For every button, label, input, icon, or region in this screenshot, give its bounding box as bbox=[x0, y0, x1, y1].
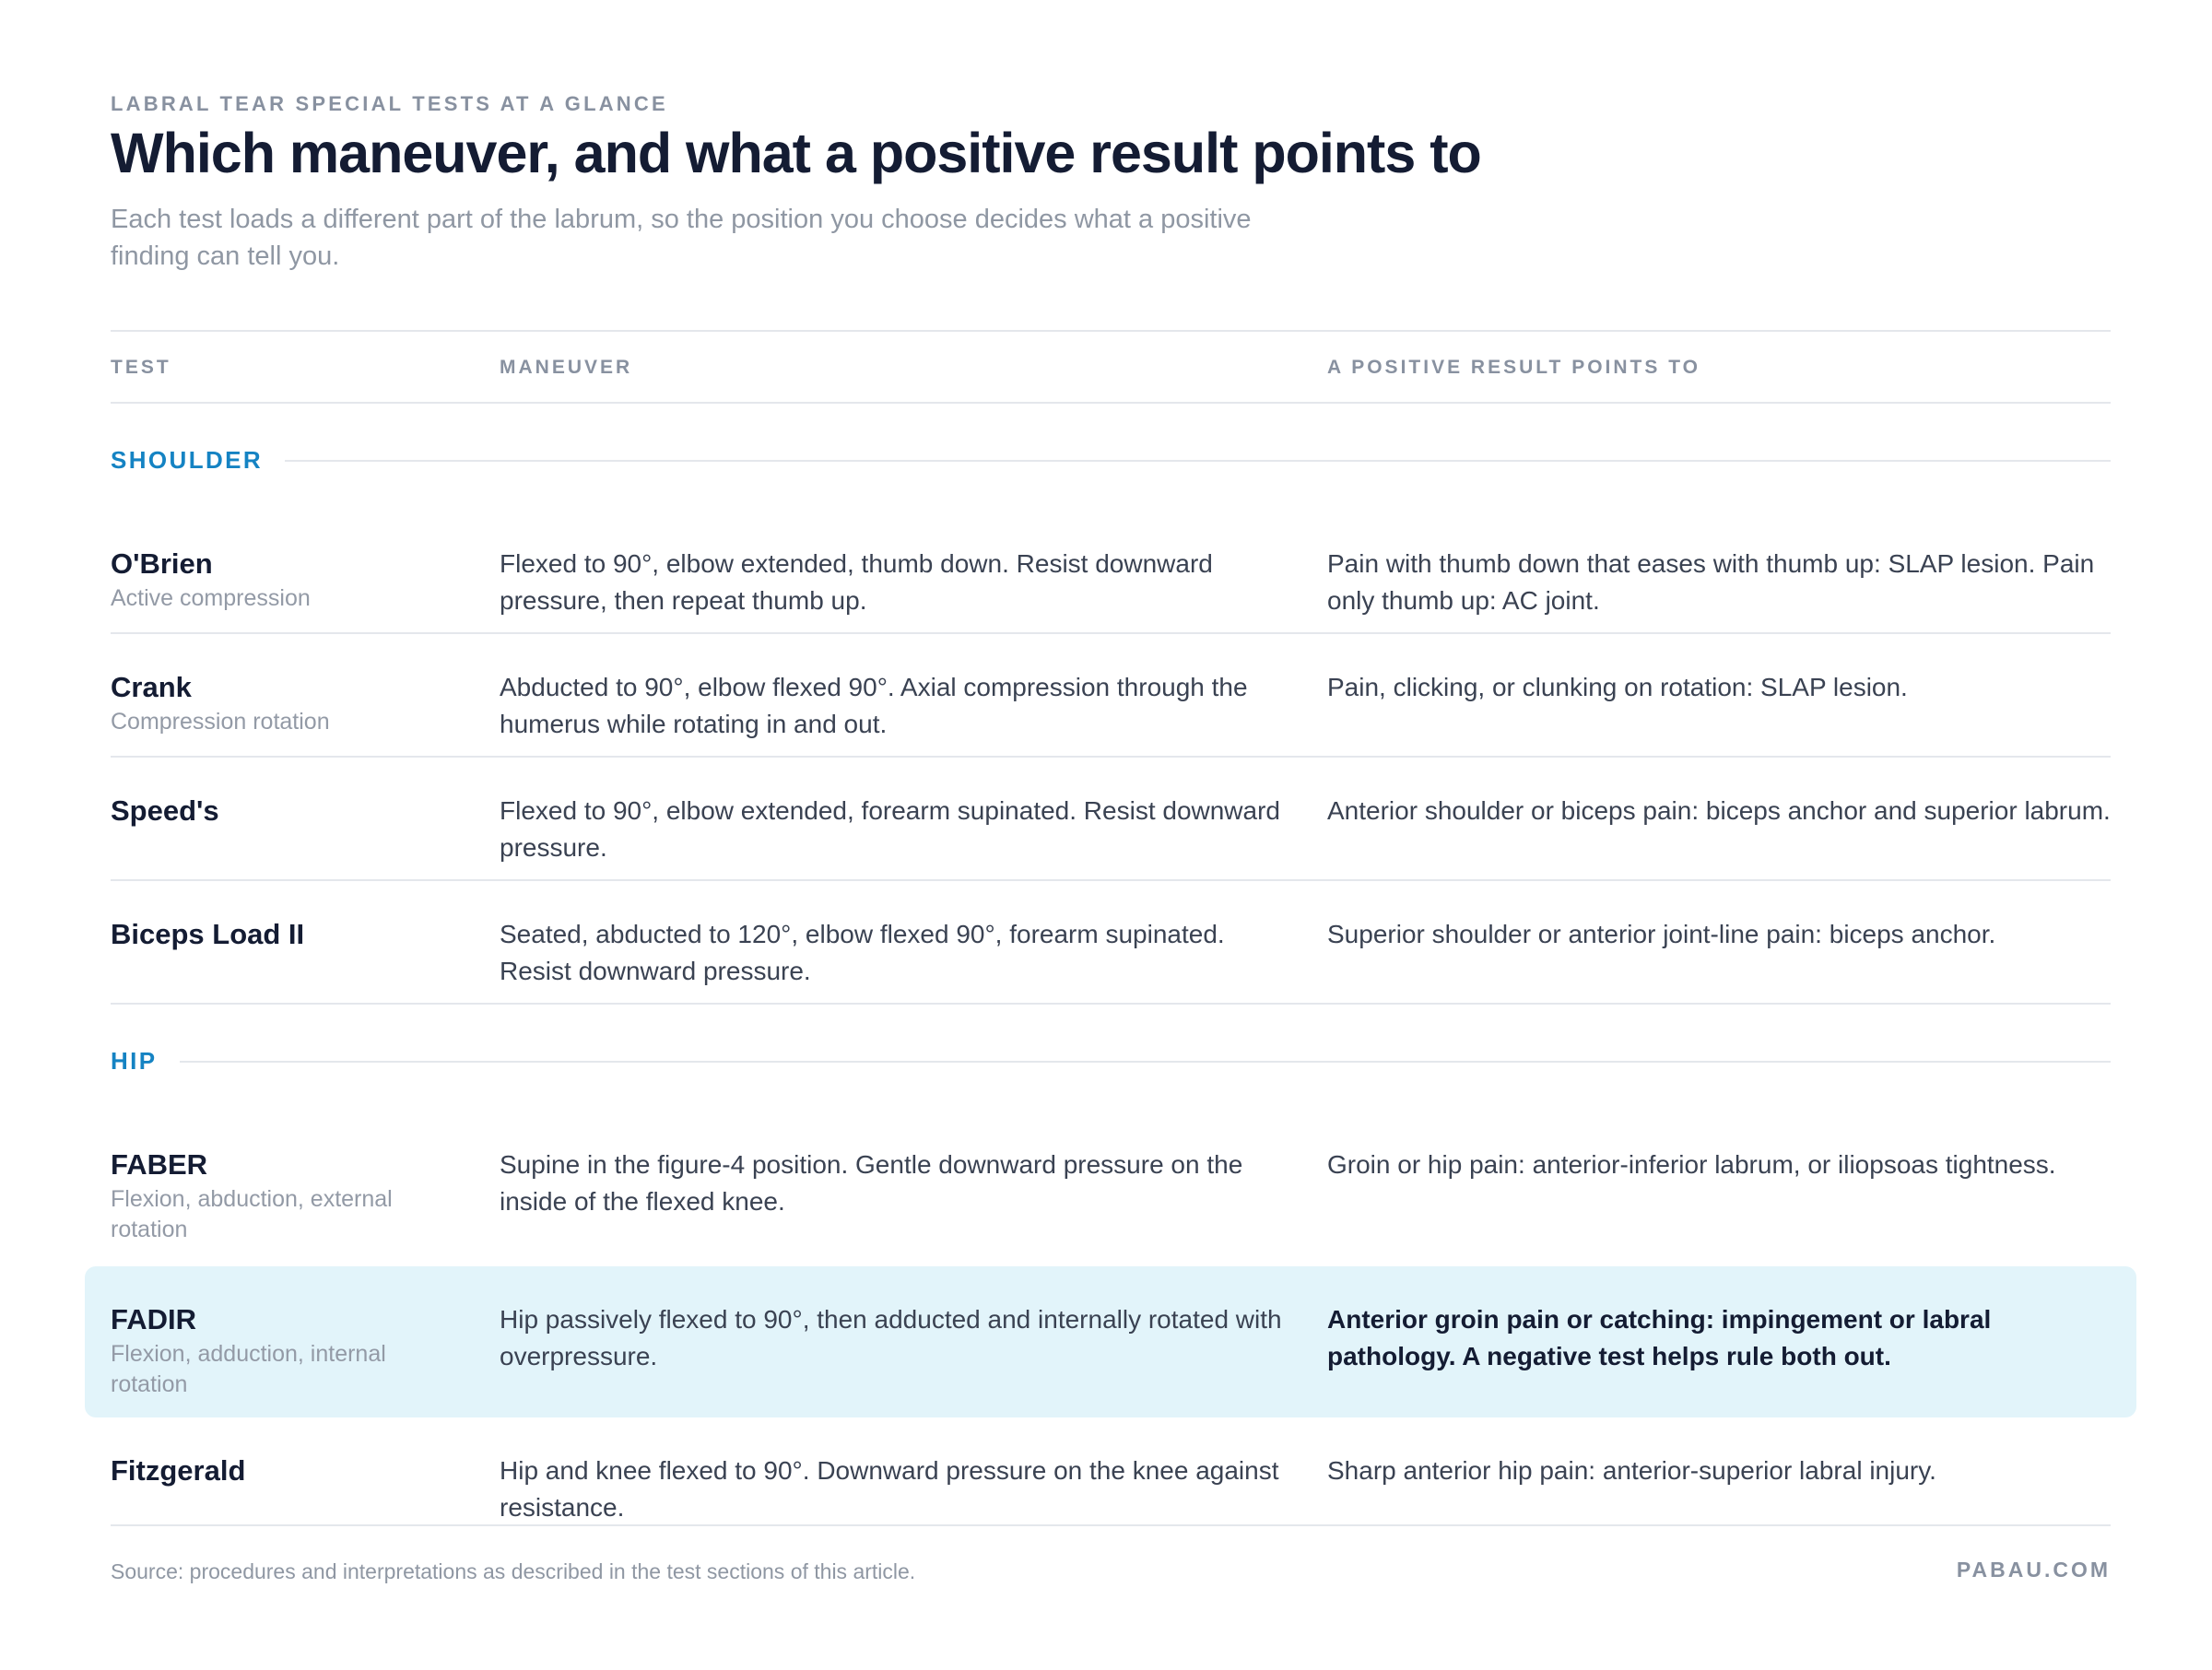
result-cell: Superior shoulder or anterior joint-line… bbox=[1327, 920, 1996, 948]
page-title: Which maneuver, and what a positive resu… bbox=[111, 122, 1482, 184]
test-cell: FADIR Flexion, adduction, internal rotat… bbox=[111, 1301, 424, 1400]
test-alt-name: Flexion, adduction, internal rotation bbox=[111, 1341, 386, 1397]
result-cell: Pain with thumb down that eases with thu… bbox=[1327, 549, 2095, 615]
maneuver-cell: Hip passively flexed to 90°, then adduct… bbox=[500, 1305, 1282, 1370]
table-row: Fitzgerald Hip and knee flexed to 90°. D… bbox=[111, 1417, 2111, 1565]
section-shoulder: SHOULDER bbox=[111, 404, 2111, 511]
column-header-test: TEST bbox=[111, 357, 171, 378]
section-divider bbox=[111, 1061, 2111, 1063]
table-row: FABER Flexion, abduction, external rotat… bbox=[111, 1111, 2111, 1266]
table-row: O'Brien Active compression Flexed to 90°… bbox=[111, 511, 2111, 634]
maneuver-cell: Seated, abducted to 120°, elbow flexed 9… bbox=[500, 920, 1225, 985]
page-subtitle: Each test loads a different part of the … bbox=[111, 205, 1252, 271]
eyebrow: LABRAL TEAR SPECIAL TESTS AT A GLANCE bbox=[111, 92, 668, 115]
table-row-highlighted: FADIR Flexion, adduction, internal rotat… bbox=[85, 1266, 2136, 1417]
test-alt-name: Flexion, abduction, external rotation bbox=[111, 1186, 393, 1242]
section-label-shoulder: SHOULDER bbox=[111, 446, 286, 475]
maneuver-cell: Supine in the figure-4 position. Gentle … bbox=[500, 1150, 1243, 1216]
maneuver-cell: Hip and knee flexed to 90°. Downward pre… bbox=[500, 1456, 1279, 1522]
maneuver-cell: Flexed to 90°, elbow extended, forearm s… bbox=[500, 796, 1280, 862]
maneuver-cell: Abducted to 90°, elbow flexed 90°. Axial… bbox=[500, 673, 1248, 738]
section-divider bbox=[111, 460, 2111, 462]
test-name: Crank bbox=[111, 671, 192, 703]
test-name: O'Brien bbox=[111, 547, 213, 580]
test-alt-name: Active compression bbox=[111, 585, 311, 611]
test-name: Speed's bbox=[111, 794, 219, 827]
test-cell: Speed's bbox=[111, 793, 219, 829]
test-cell: O'Brien Active compression bbox=[111, 546, 424, 614]
table-row: Biceps Load II Seated, abducted to 120°,… bbox=[111, 881, 2111, 1005]
result-cell: Anterior groin pain or catching: impinge… bbox=[1327, 1305, 1992, 1370]
result-cell: Pain, clicking, or clunking on rotation:… bbox=[1327, 673, 1908, 701]
section-hip: HIP bbox=[111, 1005, 2111, 1111]
test-name: Biceps Load II bbox=[111, 918, 305, 950]
footer: Source: procedures and interpretations a… bbox=[111, 1524, 2111, 1583]
result-cell: Groin or hip pain: anterior-inferior lab… bbox=[1327, 1150, 2056, 1179]
source-note: Source: procedures and interpretations a… bbox=[111, 1559, 916, 1583]
brand-link[interactable]: PABAU.COM bbox=[1956, 1558, 2111, 1582]
test-cell: Fitzgerald bbox=[111, 1452, 245, 1489]
test-cell: Biceps Load II bbox=[111, 916, 304, 953]
table-row: Speed's Flexed to 90°, elbow extended, f… bbox=[111, 758, 2111, 881]
test-cell: Crank Compression rotation bbox=[111, 669, 424, 737]
test-name: FABER bbox=[111, 1148, 208, 1181]
section-label-hip: HIP bbox=[111, 1047, 180, 1076]
maneuver-cell: Flexed to 90°, elbow extended, thumb dow… bbox=[500, 549, 1213, 615]
result-cell: Anterior shoulder or biceps pain: biceps… bbox=[1327, 796, 2111, 825]
table-row: Crank Compression rotation Abducted to 9… bbox=[111, 634, 2111, 758]
test-alt-name: Compression rotation bbox=[111, 709, 330, 735]
test-cell: FABER Flexion, abduction, external rotat… bbox=[111, 1147, 424, 1245]
test-name: FADIR bbox=[111, 1303, 196, 1335]
table-header: TEST MANEUVER A POSITIVE RESULT POINTS T… bbox=[111, 330, 2111, 404]
column-header-result: A POSITIVE RESULT POINTS TO bbox=[1327, 357, 1700, 378]
column-header-maneuver: MANEUVER bbox=[500, 357, 633, 378]
result-cell: Sharp anterior hip pain: anterior-superi… bbox=[1327, 1456, 1936, 1485]
tests-table: TEST MANEUVER A POSITIVE RESULT POINTS T… bbox=[85, 330, 2136, 1565]
test-name: Fitzgerald bbox=[111, 1454, 246, 1487]
